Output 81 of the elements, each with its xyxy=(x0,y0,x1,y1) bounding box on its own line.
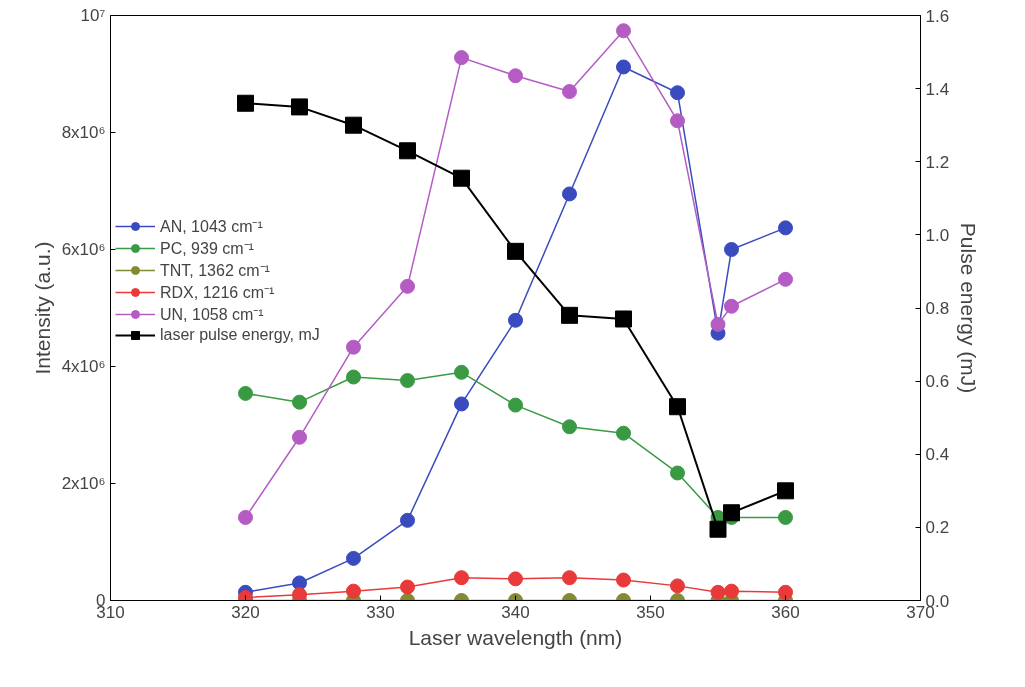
y2-tick-label: 0.6 xyxy=(925,372,950,392)
point xyxy=(238,385,253,401)
point xyxy=(615,310,632,328)
y2-tick-label: 0.8 xyxy=(925,299,950,318)
point xyxy=(454,50,469,66)
point xyxy=(778,271,793,287)
point xyxy=(616,425,631,441)
point xyxy=(400,278,415,294)
y-tick-label: 6x10⁶ xyxy=(61,240,106,259)
point xyxy=(562,570,577,586)
point xyxy=(399,142,416,160)
point xyxy=(778,509,793,525)
point xyxy=(400,579,415,595)
point xyxy=(454,364,469,380)
y2-tick-label: 0.4 xyxy=(925,445,950,465)
point xyxy=(292,394,307,410)
point xyxy=(400,373,415,389)
point xyxy=(709,520,727,538)
point xyxy=(508,68,523,84)
point xyxy=(561,306,578,324)
y2-tick-label: 1.0 xyxy=(925,225,950,245)
point xyxy=(723,504,740,522)
point xyxy=(670,85,685,101)
point xyxy=(291,98,308,116)
y-axis-title: Intensity (a.u.) xyxy=(30,241,54,375)
point xyxy=(454,570,469,586)
point xyxy=(724,583,739,599)
point xyxy=(562,186,577,202)
point xyxy=(670,113,685,129)
point xyxy=(237,94,254,112)
point xyxy=(346,369,361,385)
point xyxy=(507,242,524,260)
legend-label: laser pulse energy, mJ xyxy=(160,326,320,344)
x-tick-label: 340 xyxy=(501,602,530,622)
y-tick-label: 2x10⁶ xyxy=(61,474,106,493)
y2-tick-label: 0.2 xyxy=(925,518,950,538)
point xyxy=(346,583,361,599)
y-tick-label: 10⁷ xyxy=(80,6,106,25)
point xyxy=(724,298,739,314)
x-tick-label: 330 xyxy=(366,602,395,622)
point xyxy=(453,169,470,187)
point xyxy=(292,429,307,445)
y2-tick-label: 1.2 xyxy=(925,152,950,172)
y-tick-label: 4x10⁶ xyxy=(61,357,106,376)
point xyxy=(508,397,523,413)
point xyxy=(616,23,631,39)
y-tick-label: 8x10⁶ xyxy=(61,123,106,142)
point xyxy=(616,572,631,588)
legend-label: PC, 939 cm⁻¹ xyxy=(160,239,254,259)
x-tick-label: 320 xyxy=(231,602,260,622)
legend-label: RDX, 1216 cm⁻¹ xyxy=(160,283,275,303)
point xyxy=(400,512,415,528)
point xyxy=(669,398,686,416)
legend-label: AN, 1043 cm⁻¹ xyxy=(160,217,263,237)
point xyxy=(454,396,469,412)
x-axis-title: Laser wavelength (nm) xyxy=(408,625,623,649)
point xyxy=(778,584,793,600)
point xyxy=(777,482,794,500)
x-tick-label: 350 xyxy=(636,602,665,622)
point xyxy=(710,584,726,600)
y2-tick-label: 1.4 xyxy=(925,79,950,99)
point xyxy=(710,316,726,332)
point xyxy=(562,419,577,435)
point xyxy=(670,465,685,481)
point xyxy=(508,312,523,328)
legend-label: UN, 1058 cm⁻¹ xyxy=(160,305,264,325)
point xyxy=(670,578,685,594)
point xyxy=(292,587,307,601)
point xyxy=(724,242,739,257)
point xyxy=(238,509,253,525)
y2-tick-label: 1.6 xyxy=(925,6,950,26)
point xyxy=(616,59,631,75)
y2-axis-title: Pulse energy (mJ) xyxy=(957,222,981,394)
legend-label: TNT, 1362 cm⁻¹ xyxy=(160,261,270,281)
point xyxy=(346,339,361,355)
point xyxy=(345,116,362,134)
point xyxy=(562,84,577,100)
x-tick-label: 360 xyxy=(771,602,800,622)
point xyxy=(778,220,793,236)
point xyxy=(508,571,523,587)
point xyxy=(346,550,361,566)
